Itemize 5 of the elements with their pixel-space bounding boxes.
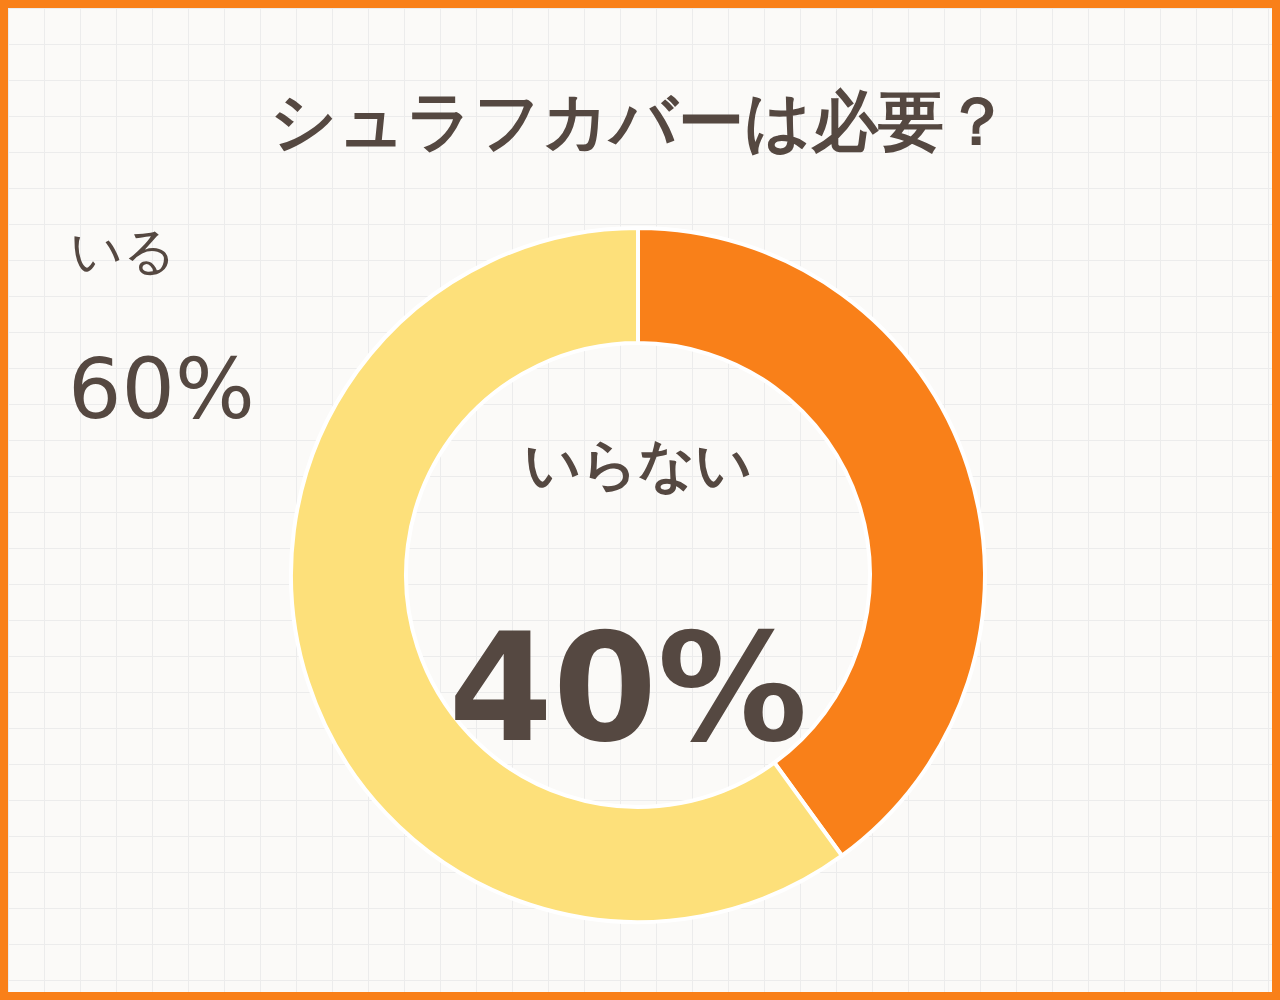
slice-label: いる xyxy=(70,221,176,281)
chart-title: シュラフカバーは必要？ xyxy=(270,82,1010,160)
data-label: 40% xyxy=(448,601,808,775)
data-label: 60% xyxy=(68,340,255,438)
slice-label: いらない xyxy=(524,432,752,497)
